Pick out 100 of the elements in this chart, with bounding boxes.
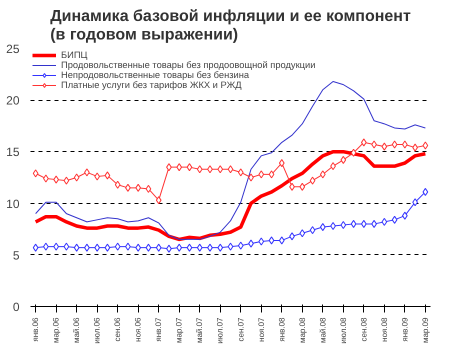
x-tick-label: май.08 bbox=[318, 316, 328, 344]
point bbox=[32, 244, 38, 252]
point bbox=[350, 148, 356, 157]
point bbox=[94, 172, 100, 180]
legend-label: Непродовольственные товары без бензина bbox=[61, 70, 250, 80]
point bbox=[196, 244, 203, 252]
point bbox=[238, 168, 244, 176]
point bbox=[402, 140, 408, 148]
point bbox=[268, 170, 274, 178]
point bbox=[74, 244, 80, 252]
point bbox=[248, 174, 254, 182]
point bbox=[114, 242, 121, 251]
x-tick-label: ноя.08 bbox=[380, 316, 389, 342]
point bbox=[371, 220, 377, 228]
point bbox=[156, 196, 162, 204]
y-tick-label: 10 bbox=[6, 196, 20, 211]
legend-label: Платные услуги без тарифов ЖКХ и РЖД bbox=[61, 80, 242, 90]
point bbox=[53, 242, 59, 251]
point bbox=[258, 237, 264, 246]
point bbox=[382, 142, 388, 151]
point bbox=[392, 140, 398, 148]
point bbox=[135, 184, 142, 192]
point bbox=[176, 244, 182, 252]
point bbox=[278, 236, 285, 244]
point bbox=[32, 169, 38, 178]
point bbox=[361, 138, 367, 146]
point bbox=[392, 216, 398, 224]
x-tick-label: июл.07 bbox=[216, 316, 225, 344]
point bbox=[412, 198, 418, 206]
point bbox=[146, 244, 152, 252]
x-tick-label: мар.06 bbox=[52, 316, 61, 344]
point bbox=[361, 220, 367, 228]
point bbox=[84, 244, 90, 252]
point bbox=[422, 188, 428, 196]
point bbox=[186, 163, 192, 172]
x-tick-label: янв.07 bbox=[154, 316, 164, 342]
point bbox=[268, 236, 274, 244]
point bbox=[104, 244, 110, 252]
chart-title: Динамика базовой инфляции и ее компонент (в годовом выражении) bbox=[50, 8, 411, 44]
point bbox=[289, 182, 295, 191]
point bbox=[84, 168, 90, 176]
point bbox=[382, 218, 388, 226]
point bbox=[289, 232, 295, 240]
point bbox=[176, 163, 182, 172]
point bbox=[258, 170, 264, 178]
point bbox=[114, 180, 121, 189]
point bbox=[53, 176, 59, 184]
point bbox=[135, 244, 142, 252]
point bbox=[217, 244, 224, 252]
point bbox=[166, 163, 172, 172]
x-tick-label: мар.07 bbox=[174, 316, 184, 344]
point bbox=[207, 244, 213, 252]
point bbox=[330, 222, 336, 230]
point bbox=[166, 244, 172, 253]
legend-label: Продовольственные товары без продоовощной продукции bbox=[61, 60, 316, 70]
point bbox=[248, 240, 254, 248]
point bbox=[125, 242, 131, 251]
point bbox=[156, 244, 162, 252]
x-tick-label: мар.09 bbox=[420, 316, 430, 344]
point bbox=[350, 220, 356, 228]
point bbox=[278, 159, 285, 168]
y-tick-label: 15 bbox=[6, 145, 20, 160]
point bbox=[320, 170, 326, 178]
point bbox=[412, 144, 418, 152]
point bbox=[146, 184, 152, 193]
point bbox=[196, 165, 203, 174]
point bbox=[64, 176, 70, 185]
x-tick-label: ноя.06 bbox=[134, 316, 143, 342]
x-tick-label: май.07 bbox=[195, 316, 204, 344]
point bbox=[402, 212, 408, 220]
x-tick-label: июл.06 bbox=[92, 316, 102, 344]
x-tick-label: сен.07 bbox=[236, 316, 246, 342]
point bbox=[228, 242, 234, 251]
point bbox=[43, 242, 49, 251]
point bbox=[299, 182, 306, 191]
point bbox=[43, 174, 49, 183]
point bbox=[310, 176, 316, 185]
point bbox=[371, 140, 377, 148]
y-tick-label: 25 bbox=[6, 42, 20, 56]
x-tick-label: сен.06 bbox=[113, 316, 122, 342]
point bbox=[94, 244, 100, 252]
point bbox=[104, 171, 110, 180]
point bbox=[299, 229, 306, 238]
y-tick-label: 0 bbox=[12, 300, 20, 314]
point bbox=[238, 242, 244, 250]
point bbox=[74, 174, 80, 182]
x-tick-label: ноя.07 bbox=[256, 316, 266, 342]
x-tick-label: мар.08 bbox=[298, 316, 307, 344]
point bbox=[320, 223, 326, 232]
y-tick-label: 5 bbox=[12, 248, 20, 262]
point bbox=[207, 165, 213, 174]
x-tick-label: июл.08 bbox=[338, 316, 348, 344]
y-tick-label: 20 bbox=[6, 94, 20, 108]
point bbox=[330, 162, 336, 170]
point bbox=[64, 242, 70, 251]
line-series bbox=[35, 81, 426, 240]
point bbox=[186, 244, 192, 252]
point bbox=[125, 184, 131, 192]
x-tick-label: янв.06 bbox=[31, 316, 40, 342]
legend-label: БИПЦ bbox=[61, 50, 88, 60]
